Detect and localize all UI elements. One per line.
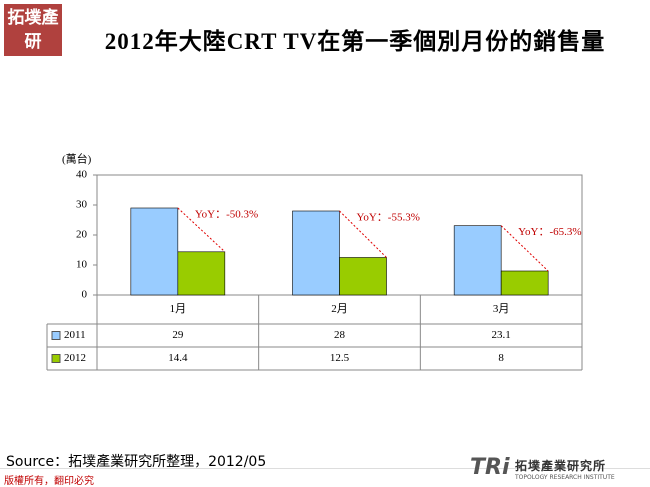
bar	[292, 210, 340, 296]
footer-line	[0, 468, 650, 469]
y-axis-label: (萬台)	[62, 152, 92, 166]
x-tick-label: 2月	[331, 303, 348, 315]
legend-label: 2011	[64, 329, 86, 341]
legend-label: 2012	[64, 352, 86, 364]
y-tick-label: 20	[76, 229, 88, 241]
bar	[177, 251, 226, 296]
yoy-connector	[500, 225, 549, 272]
table-value: 28	[334, 329, 346, 341]
legend-swatch	[51, 331, 61, 340]
legend-swatch	[51, 354, 61, 363]
x-tick-label: 3月	[493, 303, 510, 315]
table-value: 14.4	[168, 352, 188, 364]
yoy-annotation: YoY：-65.3%	[518, 226, 581, 238]
brand-logo: TRi	[470, 455, 510, 480]
table-value: 23.1	[492, 329, 511, 341]
y-tick-label: 40	[76, 169, 88, 181]
bar	[130, 207, 179, 296]
source: Source：拓墣產業研究所整理，2012/05	[6, 454, 267, 470]
table-value: 8	[498, 352, 504, 364]
y-tick-label: 10	[76, 259, 88, 271]
brand-english: TOPOLOGY RESEARCH INSTITUTE	[515, 474, 615, 481]
bar	[500, 270, 549, 296]
yoy-annotation: YoY：-55.3%	[357, 212, 420, 224]
brand-name: 拓墣產業研究所	[515, 459, 607, 473]
y-tick-label: 0	[82, 289, 88, 301]
bar	[453, 225, 502, 296]
yoy-connector	[177, 207, 226, 253]
y-tick-label: 30	[76, 199, 88, 211]
x-tick-label: 1月	[170, 303, 187, 315]
table-value: 12.5	[330, 352, 350, 364]
table-value: 29	[172, 329, 184, 341]
yoy-connector	[339, 210, 387, 258]
chart-title: 2012年大陸CRT TV在第一季個別月份的銷售量	[104, 29, 606, 54]
copyright: 版權所有，翻印必究	[4, 476, 94, 487]
yoy-annotation: YoY：-50.3%	[195, 209, 258, 221]
bar	[339, 257, 387, 296]
logo: 拓墣產研	[4, 4, 62, 56]
